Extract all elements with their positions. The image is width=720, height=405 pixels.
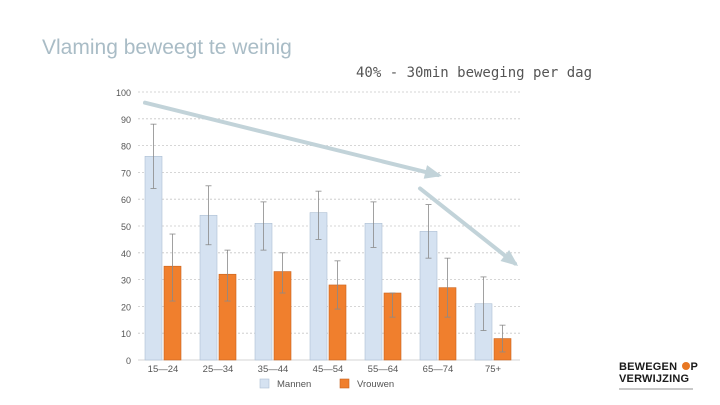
y-tick-label: 20	[121, 302, 131, 312]
y-tick-label: 60	[121, 195, 131, 205]
label-layer: 0 10 20 30 40 50 60 70 80 90 100 15—24 25—34 35—44 45—…	[116, 88, 502, 390]
legend-swatch-vrouwen	[339, 378, 350, 389]
y-tick-label: 90	[121, 115, 131, 125]
logo-text-p: P	[690, 361, 699, 373]
trend-arrow-line-1	[418, 186, 517, 266]
bewegen-op-verwijzing-logo: BEWEGEN P VERWIJZING	[619, 361, 717, 397]
x-tick-label: 55—64	[368, 364, 399, 375]
logo-text-bewegen: BEWEGEN	[619, 361, 678, 373]
logo-dot-icon	[681, 362, 690, 370]
trend-arrow-head-0	[423, 165, 442, 179]
logo-text-verwijzing: VERWIJZING	[619, 373, 690, 385]
y-tick-label: 0	[126, 356, 131, 366]
chart-subtitle: 40% - 30min beweging per dag	[356, 65, 593, 81]
trend-arrow-head-1	[500, 249, 519, 266]
x-tick-label: 25—34	[203, 364, 234, 375]
bar-layer	[144, 123, 512, 361]
trend-arrow-line-0	[143, 100, 440, 178]
x-tick-label: 45—54	[313, 364, 344, 375]
y-tick-label: 80	[121, 142, 131, 152]
slide-title: Vlaming beweegt te weinig	[42, 36, 292, 59]
y-tick-label: 100	[116, 88, 131, 98]
legend-swatch-mannen	[259, 378, 270, 389]
y-tick-label: 70	[121, 168, 131, 178]
y-tick-label: 50	[121, 222, 131, 232]
legend-label-mannen: Mannen	[277, 379, 311, 390]
x-tick-label: 15—24	[148, 364, 179, 375]
y-tick-label: 10	[121, 329, 131, 339]
logo-tagline	[619, 388, 693, 390]
arrow-layer	[143, 100, 519, 266]
x-tick-label: 75+	[485, 364, 502, 375]
legend-label-vrouwen: Vrouwen	[357, 379, 394, 390]
x-tick-label: 35—44	[258, 364, 289, 375]
y-tick-label: 30	[121, 276, 131, 286]
x-tick-label: 65—74	[423, 364, 454, 375]
y-tick-label: 40	[121, 249, 131, 259]
